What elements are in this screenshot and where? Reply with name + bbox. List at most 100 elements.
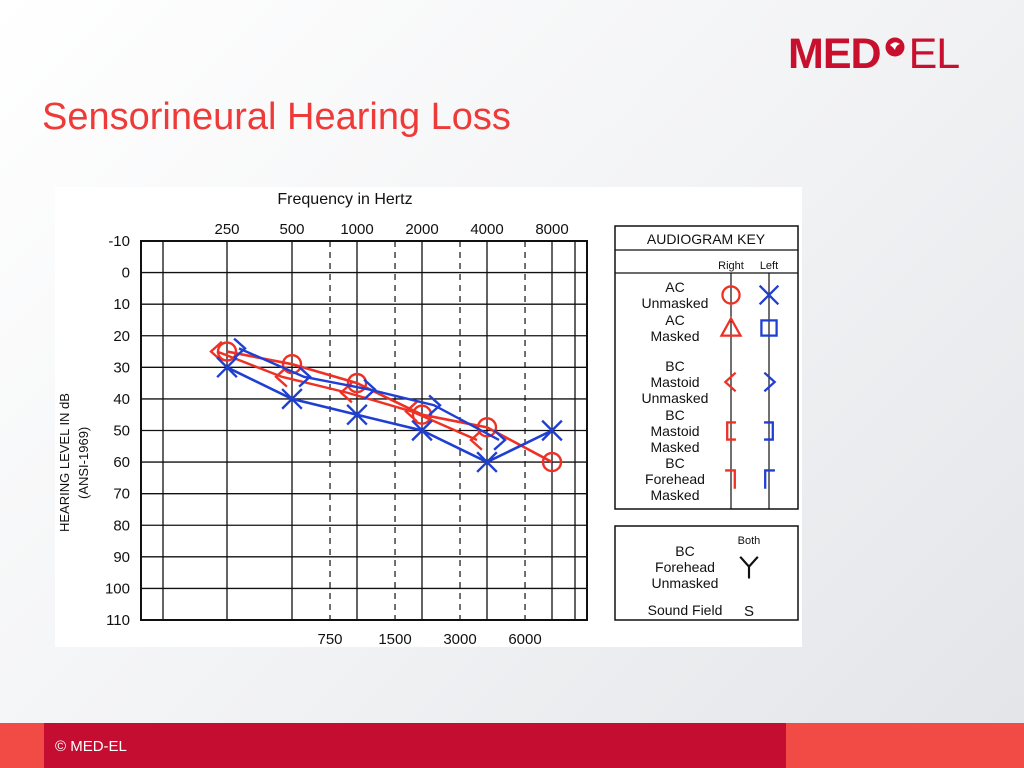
x-top-tick-label: 500 <box>279 221 304 238</box>
key-entry-label: AC <box>665 279 684 295</box>
series-ac-line <box>226 366 553 464</box>
data-point-ac <box>541 419 563 442</box>
y-axis-label-group: HEARING LEVEL IN dB <box>57 393 72 532</box>
y-tick-label: 50 <box>113 423 130 440</box>
y-tick-label: 40 <box>113 391 130 408</box>
x-top-tick-label: 2000 <box>405 221 438 238</box>
x-bottom-tick-labels: 750 1500 3000 6000 <box>318 631 542 647</box>
data-point-ac <box>476 417 498 438</box>
key-entry-label: AC <box>665 312 684 328</box>
key-entries: ACUnmaskedACMaskedBCMastoidUnmaskedBCMas… <box>642 279 780 503</box>
data-point-ac <box>476 451 498 473</box>
y-tick-label: 90 <box>113 549 130 566</box>
data-point-ac <box>281 353 303 375</box>
key-entry-label: Mastoid <box>650 374 699 390</box>
key-both-frame <box>614 525 799 621</box>
data-point-bc <box>233 337 247 360</box>
data-point-bc <box>493 429 507 451</box>
y-axis-label: HEARING LEVEL IN dB <box>57 393 72 532</box>
key-title: AUDIOGRAM KEY <box>647 231 766 247</box>
med-el-logo: MED EL <box>788 29 961 78</box>
key-both-symbol: S <box>744 603 754 620</box>
footer-copyright: © MED-EL <box>55 738 127 755</box>
data-point-bc <box>469 429 483 451</box>
data-point-ac <box>411 419 433 442</box>
series-bc-line <box>216 350 478 442</box>
key-symbol-right <box>719 316 743 337</box>
key-both-symbol <box>739 556 759 579</box>
y-tick-label: 60 <box>113 454 130 471</box>
key-col-both: Both <box>738 535 761 547</box>
x-top-tick-label: 8000 <box>535 221 568 238</box>
key-symbol-right <box>725 469 736 489</box>
key-symbol-right <box>723 371 737 393</box>
logo-text-el: EL <box>908 29 961 78</box>
series-ac-line <box>226 350 553 464</box>
y-tick-label: 0 <box>122 265 130 282</box>
key-entry-label: Mastoid <box>650 423 699 439</box>
chart-grid <box>140 240 588 621</box>
key-symbol-right <box>721 285 741 305</box>
audiogram-figure: Frequency in Hertz 250 500 1000 2000 4000 800… <box>55 187 802 647</box>
x-bottom-tick-label: 3000 <box>443 631 476 647</box>
series-bc-line <box>238 347 500 442</box>
key-symbol-left <box>760 319 778 337</box>
key-entry-label: BC <box>665 358 684 374</box>
key-col-right: Right <box>718 260 744 272</box>
key-entry-label: Masked <box>650 328 699 344</box>
key-entry-label: Masked <box>650 487 699 503</box>
data-point-bc <box>298 366 312 388</box>
y-tick-label: 100 <box>105 580 130 597</box>
key-both-label: BC <box>675 543 694 559</box>
y-tick-label: 110 <box>106 612 130 629</box>
data-point-ac <box>541 451 563 473</box>
key-entry-label: BC <box>665 455 684 471</box>
audiogram-chart: Frequency in Hertz 250 500 1000 2000 4000 800… <box>57 191 799 647</box>
y-axis-sublabel-group: (ANSI-1969) <box>76 427 91 499</box>
data-point-ac <box>216 356 238 379</box>
x-bottom-tick-label: 1500 <box>378 631 411 647</box>
key-entry-label: BC <box>665 407 684 423</box>
x-top-tick-label: 1000 <box>340 221 373 238</box>
logo-text-med: MED <box>788 29 882 78</box>
y-tick-labels: -10 0 10 20 30 40 50 60 70 80 90 100 110 <box>105 233 130 629</box>
y-tick-label: 80 <box>113 517 130 534</box>
data-point-bc <box>428 394 442 416</box>
data-point-bc <box>363 378 377 401</box>
data-point-ac <box>216 341 238 362</box>
key-both-label: Sound Field <box>648 602 723 618</box>
slide-title: Sensorineural Hearing Loss <box>42 96 511 138</box>
key-entry-label: Forehead <box>645 471 705 487</box>
key-entry-label: Unmasked <box>642 295 709 311</box>
audiogram-key: AUDIOGRAM KEY Right Left ACUnmaskedACMas… <box>614 225 799 510</box>
x-top-tick-label: 250 <box>214 221 239 238</box>
key-entry-label: Masked <box>650 439 699 455</box>
data-point-ac <box>346 372 368 394</box>
y-tick-label: 70 <box>113 486 130 503</box>
key-symbol-left <box>758 284 780 306</box>
y-tick-label: 10 <box>113 296 130 313</box>
chart-title: Frequency in Hertz <box>277 191 412 208</box>
key-entry-label: Unmasked <box>642 390 709 406</box>
key-symbol-left <box>764 469 775 489</box>
x-top-tick-label: 4000 <box>470 221 503 238</box>
key-both-label: Forehead <box>655 559 715 575</box>
x-bottom-tick-label: 750 <box>318 631 343 647</box>
data-point-ac <box>281 388 303 410</box>
data-point-ac <box>346 404 368 426</box>
logo-ear-icon <box>885 37 905 57</box>
y-tick-label: 20 <box>113 328 130 345</box>
key-symbol-right <box>726 421 736 441</box>
key-symbol-left <box>763 371 777 393</box>
chart-series <box>209 337 563 473</box>
footer-dark-band <box>44 723 786 768</box>
key-symbol-left <box>764 421 774 441</box>
key-both-label: Unmasked <box>652 575 719 591</box>
key-frame <box>614 225 799 510</box>
x-top-tick-labels: 250 500 1000 2000 4000 8000 <box>214 221 568 238</box>
key-col-left: Left <box>760 260 778 272</box>
x-bottom-tick-label: 6000 <box>508 631 541 647</box>
data-point-bc <box>274 366 288 388</box>
